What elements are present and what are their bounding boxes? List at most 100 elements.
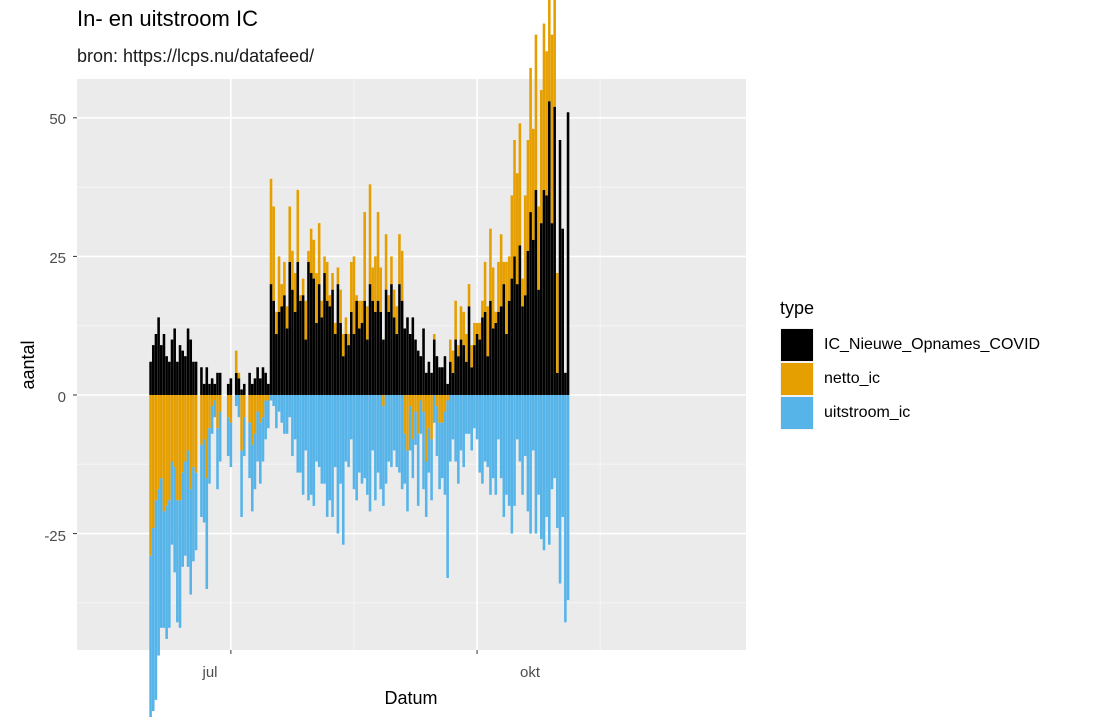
bar-ic-nieuwe-opnames bbox=[333, 334, 337, 395]
bar-uitstroom-ic bbox=[529, 394, 532, 534]
bar-ic-nieuwe-opnames bbox=[208, 383, 211, 395]
bar-uitstroom-ic bbox=[489, 394, 492, 495]
bar-ic-nieuwe-opnames bbox=[309, 273, 313, 395]
bar-netto-ic bbox=[352, 256, 356, 335]
bar-uitstroom-ic bbox=[398, 394, 401, 473]
bar-uitstroom-ic bbox=[291, 394, 294, 456]
bar-uitstroom-ic bbox=[341, 394, 345, 545]
bar-uitstroom-ic bbox=[446, 400, 449, 578]
bar-uitstroom-ic bbox=[523, 394, 527, 456]
bar-netto-ic bbox=[427, 394, 431, 429]
legend-item-ic-nieuwe-opnames: IC_Nieuwe_Opnames_COVID bbox=[780, 328, 1040, 362]
chart-title: In- en uitstroom IC bbox=[77, 6, 258, 31]
bar-ic-nieuwe-opnames bbox=[483, 311, 487, 395]
bar-uitstroom-ic bbox=[178, 500, 182, 628]
bar-ic-nieuwe-opnames bbox=[526, 250, 530, 395]
bar-netto-ic bbox=[186, 394, 190, 451]
bar-ic-nieuwe-opnames bbox=[510, 278, 514, 395]
bar-ic-nieuwe-opnames bbox=[398, 284, 401, 395]
bar-uitstroom-ic bbox=[234, 394, 238, 407]
bar-netto-ic bbox=[269, 178, 273, 285]
bar-netto-ic bbox=[473, 322, 476, 346]
bar-netto-ic bbox=[400, 250, 404, 301]
bar-netto-ic bbox=[449, 339, 452, 362]
bar-netto-ic bbox=[505, 261, 508, 335]
bar-netto-ic bbox=[398, 234, 401, 285]
bar-uitstroom-ic bbox=[208, 428, 211, 484]
bar-ic-nieuwe-opnames bbox=[435, 356, 439, 395]
bar-ic-nieuwe-opnames bbox=[454, 339, 457, 395]
y-tick-label-minus-25: -25 bbox=[44, 528, 66, 545]
bar-uitstroom-ic bbox=[561, 394, 564, 517]
bar-uitstroom-ic bbox=[173, 467, 176, 573]
bar-uitstroom-ic bbox=[200, 444, 203, 517]
bar-ic-nieuwe-opnames bbox=[194, 361, 198, 395]
bar-netto-ic bbox=[550, 34, 554, 224]
bar-uitstroom-ic bbox=[242, 417, 246, 456]
y-tick-label-50: 50 bbox=[49, 111, 66, 128]
bar-uitstroom-ic bbox=[548, 394, 551, 545]
bar-uitstroom-ic bbox=[226, 417, 230, 456]
bar-netto-ic bbox=[181, 394, 184, 473]
bar-netto-ic bbox=[307, 250, 310, 262]
bar-uitstroom-ic bbox=[459, 394, 463, 451]
bar-uitstroom-ic bbox=[216, 428, 219, 490]
bar-uitstroom-ic bbox=[411, 439, 415, 479]
bar-netto-ic bbox=[510, 195, 514, 279]
bar-netto-ic bbox=[440, 394, 444, 423]
bar-ic-nieuwe-opnames bbox=[189, 339, 193, 395]
bar-netto-ic bbox=[355, 295, 358, 301]
bar-ic-nieuwe-opnames bbox=[213, 383, 217, 395]
bar-ic-nieuwe-opnames bbox=[457, 356, 460, 395]
bar-uitstroom-ic bbox=[550, 394, 554, 490]
bar-netto-ic bbox=[213, 394, 217, 401]
bar-ic-nieuwe-opnames bbox=[165, 356, 168, 395]
bar-uitstroom-ic bbox=[352, 394, 356, 490]
bar-netto-ic bbox=[360, 300, 364, 323]
bar-netto-ic bbox=[315, 273, 318, 323]
bar-netto-ic bbox=[430, 394, 433, 440]
bar-ic-nieuwe-opnames bbox=[186, 328, 190, 395]
bar-uitstroom-ic bbox=[154, 500, 158, 700]
bar-netto-ic bbox=[403, 394, 407, 434]
bar-ic-nieuwe-opnames bbox=[350, 311, 353, 395]
legend-title: type bbox=[780, 298, 815, 318]
bar-ic-nieuwe-opnames bbox=[347, 345, 350, 395]
bar-layer bbox=[149, 0, 570, 717]
bar-netto-ic bbox=[523, 195, 527, 296]
bar-ic-nieuwe-opnames bbox=[408, 334, 412, 395]
bar-ic-nieuwe-opnames bbox=[406, 317, 409, 395]
bar-uitstroom-ic bbox=[272, 394, 275, 407]
bar-netto-ic bbox=[210, 394, 214, 407]
bar-netto-ic bbox=[267, 394, 270, 401]
bar-netto-ic bbox=[491, 267, 495, 329]
bar-netto-ic bbox=[323, 256, 326, 274]
legend-key-uitstroom-ic bbox=[780, 396, 814, 430]
bar-netto-ic bbox=[376, 212, 380, 301]
bar-ic-nieuwe-opnames bbox=[513, 256, 516, 395]
bar-netto-ic bbox=[435, 394, 439, 407]
bar-uitstroom-ic bbox=[419, 400, 423, 434]
bar-ic-nieuwe-opnames bbox=[178, 345, 182, 395]
y-tick-label-0: 0 bbox=[58, 389, 66, 406]
bar-uitstroom-ic bbox=[518, 394, 522, 462]
bar-ic-nieuwe-opnames bbox=[256, 367, 259, 395]
bar-netto-ic bbox=[277, 256, 281, 312]
bar-netto-ic bbox=[478, 322, 482, 340]
bar-netto-ic bbox=[358, 300, 361, 329]
bar-ic-nieuwe-opnames bbox=[250, 383, 254, 395]
y-axis-label: aantal bbox=[18, 340, 38, 389]
bar-netto-ic bbox=[545, 51, 548, 196]
legend-item-netto-ic: netto_ic bbox=[780, 362, 1040, 396]
bar-netto-ic bbox=[168, 394, 171, 501]
bar-ic-nieuwe-opnames bbox=[315, 322, 318, 395]
bar-ic-nieuwe-opnames bbox=[149, 361, 152, 395]
bar-netto-ic bbox=[312, 239, 316, 279]
bar-netto-ic bbox=[371, 267, 374, 301]
bar-netto-ic bbox=[537, 206, 540, 290]
bar-uitstroom-ic bbox=[507, 394, 511, 506]
bar-netto-ic bbox=[467, 284, 471, 307]
bar-uitstroom-ic bbox=[277, 394, 281, 412]
y-tick-label-25: 25 bbox=[49, 250, 66, 267]
bar-ic-nieuwe-opnames bbox=[237, 378, 241, 395]
